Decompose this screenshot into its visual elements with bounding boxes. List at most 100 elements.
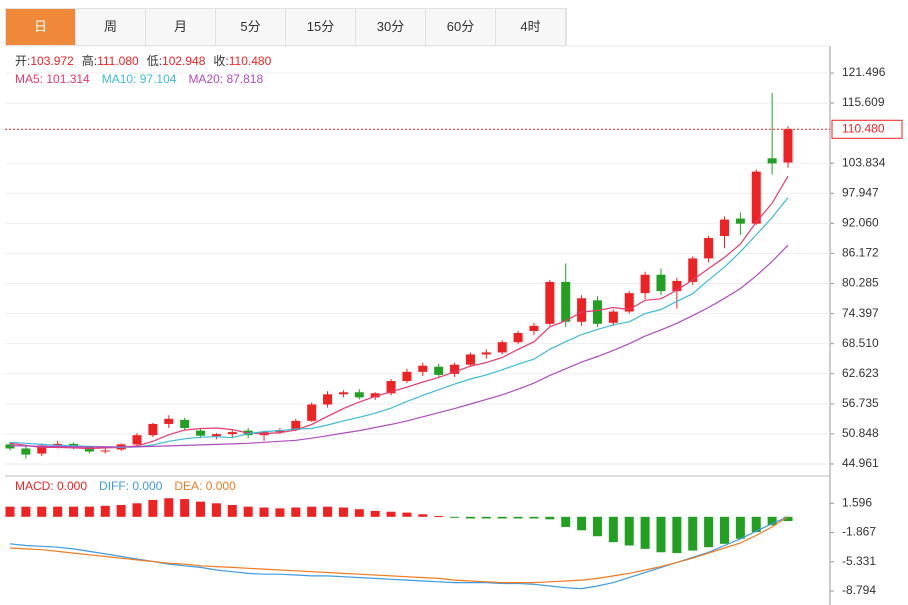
candle-body	[100, 450, 110, 452]
macd-bar	[608, 516, 618, 543]
candle-body	[291, 420, 301, 431]
candle-body	[323, 394, 333, 405]
y-tick-label: -8.794	[842, 583, 876, 597]
candle-body	[196, 430, 206, 436]
macd-bar	[259, 507, 269, 517]
macd-bar	[481, 516, 491, 519]
macd-bar	[418, 514, 428, 517]
macd-bar	[434, 515, 444, 517]
candle-body	[688, 258, 698, 282]
ohlc-label: 开:	[15, 54, 30, 68]
period-tab[interactable]: 周	[76, 9, 146, 45]
candle-body	[164, 418, 174, 424]
macd-bar	[354, 509, 364, 517]
macd-bar	[561, 516, 571, 527]
ohlc-value: 103.972	[30, 54, 74, 68]
y-tick-label: 103.834	[842, 155, 886, 169]
macd-bar	[719, 516, 729, 544]
legend-entry: DIFF: 0.000	[99, 479, 163, 493]
candle-body	[148, 423, 158, 436]
y-tick-label: 80.285	[842, 276, 879, 290]
macd-bar	[338, 507, 348, 517]
candle-body	[465, 354, 475, 365]
macd-bar	[672, 516, 682, 554]
y-tick-label: 121.496	[842, 65, 886, 79]
macd-bar	[53, 506, 63, 517]
candle-body	[450, 364, 460, 374]
macd-bar	[148, 499, 158, 517]
indicator-line	[9, 516, 789, 590]
candle-body	[21, 448, 31, 455]
candle-body	[227, 432, 237, 435]
macd-bar	[402, 512, 412, 517]
candle-body	[545, 281, 555, 324]
macd-bar	[465, 516, 475, 519]
candle-body	[497, 342, 507, 353]
candle-body	[354, 392, 364, 398]
last-price-label: 110.480	[842, 121, 885, 135]
candle-body	[751, 171, 761, 224]
candle-body	[84, 447, 94, 452]
candle-body	[592, 300, 602, 324]
ohlc-value: 111.080	[97, 54, 139, 68]
y-tick-label: 50.848	[842, 426, 879, 440]
candle-body	[338, 392, 348, 395]
macd-bar	[180, 499, 190, 517]
y-tick-label: 115.609	[842, 95, 885, 109]
period-tabs: 日周月 5分 15分 30分 60分 4时	[5, 8, 567, 46]
macd-bar	[323, 506, 333, 517]
macd-bar	[592, 516, 602, 537]
candle-body	[577, 298, 587, 322]
legend-entry: MA5: 101.314	[15, 72, 90, 86]
y-tick-label: 56.735	[842, 396, 879, 410]
candle-body	[402, 371, 412, 382]
macd-bar	[656, 516, 666, 553]
macd-bar	[100, 505, 110, 517]
period-tab[interactable]: 15分	[286, 9, 356, 45]
macd-bar	[164, 498, 174, 517]
ohlc-value: 110.480	[229, 54, 272, 68]
macd-bar	[640, 516, 650, 549]
macd-bar	[243, 506, 253, 517]
y-tick-label: 92.060	[842, 216, 879, 230]
macd-bar	[84, 506, 94, 517]
legend-entry: MACD: 0.000	[15, 479, 87, 493]
y-tick-label: 44.961	[842, 456, 879, 470]
period-tab[interactable]: 月	[146, 9, 216, 45]
macd-bar	[386, 511, 396, 517]
ohlc-label: 收:	[213, 54, 228, 68]
candle-body	[608, 311, 618, 323]
y-tick-label: 86.172	[842, 246, 879, 260]
macd-bar	[69, 506, 79, 517]
macd-bar	[307, 506, 317, 517]
indicator-line	[10, 244, 789, 448]
legend: MA5: 101.314 MA10: 97.104 MA20: 87.818	[15, 72, 263, 86]
candle-body	[132, 435, 142, 445]
period-tab[interactable]: 5分	[216, 9, 286, 45]
candle-body	[418, 365, 428, 372]
period-tab[interactable]: 60分	[426, 9, 496, 45]
macd-bar	[624, 516, 634, 546]
y-tick-label: 68.510	[842, 336, 879, 350]
legend-entry: DEA: 0.000	[174, 479, 236, 493]
macd-bar	[513, 516, 523, 519]
last-price-box	[831, 119, 903, 139]
period-tab[interactable]: 日	[6, 9, 76, 45]
y-tick-label: 74.397	[842, 306, 879, 320]
period-tab[interactable]: 30分	[356, 9, 426, 45]
period-tab[interactable]: 4时	[496, 9, 566, 45]
candle-body	[704, 237, 714, 259]
macd-bar	[688, 516, 698, 551]
candle-body	[307, 404, 317, 421]
macd-legend: MACD: 0.000 DIFF: 0.000 DEA: 0.000	[15, 479, 236, 493]
indicator-line	[9, 197, 789, 449]
macd-bar	[370, 510, 380, 517]
macd-bar	[227, 504, 237, 517]
macd-bar	[450, 516, 460, 518]
macd-bar	[529, 516, 539, 519]
candle-body	[783, 129, 793, 163]
macd-bar	[545, 516, 555, 520]
candle-body	[656, 274, 666, 292]
legend-entry: MA10: 97.104	[102, 72, 177, 86]
